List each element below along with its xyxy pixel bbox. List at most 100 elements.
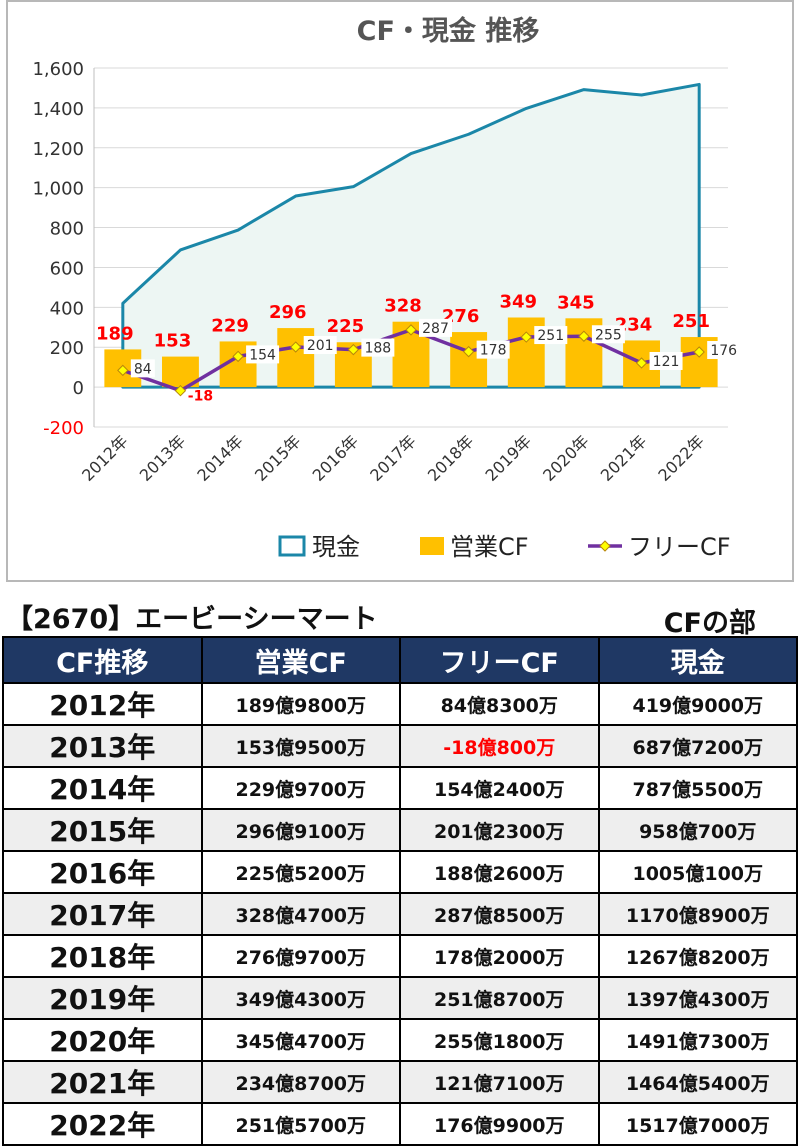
x-tick-label: 2012年 — [78, 431, 132, 485]
free-cf-label-box — [361, 338, 395, 357]
free-cf-marker — [347, 343, 360, 356]
chart-frame: CF・現金 推移 189 153 229 296 225 328 276 349 345 234 2… — [6, 0, 794, 582]
free-cf-label: 188 — [364, 341, 391, 357]
free-cf-marker — [520, 331, 532, 343]
cell-free-cf: 84億8300万 — [399, 682, 600, 726]
cell-year: 2018年 — [2, 934, 203, 978]
operating-cf-label: 189 — [96, 323, 134, 344]
cell-free-cf: 251億8700万 — [399, 976, 600, 1020]
x-tick-label: 2013年 — [136, 431, 190, 485]
legend-cash-label: 現金 — [312, 533, 360, 561]
free-cf-label-box — [649, 351, 683, 370]
y-tick-label: 600 — [50, 258, 84, 279]
cell-year: 2016年 — [2, 850, 203, 894]
operating-cf-label: 225 — [327, 316, 365, 337]
operating-cf-label: 153 — [154, 331, 192, 352]
legend-cash-swatch — [278, 535, 306, 557]
y-tick-label: 1,200 — [32, 139, 84, 160]
table-row: 2019年 349億4300万 251億8700万 1397億4300万 — [2, 976, 798, 1020]
free-cf-label: 178 — [480, 343, 507, 359]
y-tick-label: 200 — [50, 338, 84, 359]
x-tick-label: 2014年 — [193, 431, 247, 485]
cell-cash: 1267億8200万 — [597, 934, 798, 978]
free-cf-marker — [462, 345, 475, 358]
legend-free-cf-marker — [599, 540, 611, 552]
cell-free-cf: 154億2400万 — [399, 766, 600, 810]
free-cf-marker — [117, 364, 129, 377]
y-tick-label: 800 — [50, 219, 84, 240]
table-row: 2016年 225億5200万 188億2600万 1005億100万 — [2, 850, 798, 894]
cell-operating-cf: 349億4300万 — [200, 976, 401, 1020]
header-year: CF推移 — [2, 636, 203, 684]
x-tick-label: 2016年 — [309, 431, 363, 485]
cell-cash: 787億5500万 — [597, 766, 798, 810]
table-row: 2022年 251億5700万 176億9900万 1517億7000万 — [2, 1102, 798, 1146]
header-cash: 現金 — [597, 636, 798, 684]
free-cf-label-box — [591, 325, 625, 344]
operating-cf-bar — [450, 332, 488, 388]
free-cf-label: 176 — [710, 343, 737, 359]
free-cf-marker — [232, 350, 244, 363]
y-tick-label: 400 — [50, 298, 84, 319]
free-cf-marker — [578, 330, 590, 342]
cell-cash: 1491億7300万 — [597, 1018, 798, 1062]
cell-year: 2015年 — [2, 808, 203, 852]
free-cf-label: -18 — [188, 389, 213, 405]
cell-free-cf: 255億1800万 — [399, 1018, 600, 1062]
cell-year: 2021年 — [2, 1060, 203, 1104]
cf-table: CF推移 営業CF フリーCF 現金 2012年 189億9800万 84億8300… — [2, 636, 798, 1146]
free-cf-label: 255 — [595, 327, 622, 343]
cell-operating-cf: 234億8700万 — [200, 1060, 401, 1104]
table-row: 2017年 328億4700万 287億8500万 1170億8900万 — [2, 892, 798, 936]
company-ticker-title: 【2670】エービーシーマート — [6, 604, 378, 635]
x-tick-label: 2021年 — [597, 431, 651, 485]
operating-cf-label: 251 — [672, 311, 710, 332]
legend-free-cf-label: フリーCF — [628, 533, 731, 561]
x-tick-label: 2017年 — [366, 431, 420, 485]
table-body: 2012年 189億9800万 84億8300万 419億9000万 2013年 153億… — [2, 682, 798, 1146]
free-cf-label-box — [419, 318, 452, 337]
free-cf-label-box — [303, 336, 337, 355]
chart-title: CF・現金 推移 — [357, 15, 540, 47]
cell-free-cf: 176億9900万 — [399, 1102, 600, 1146]
cell-year: 2020年 — [2, 1018, 203, 1062]
free-cf-label: 251 — [537, 328, 564, 344]
cell-free-cf: -18億800万 — [399, 724, 600, 768]
free-cf-label-box — [476, 340, 510, 359]
cell-operating-cf: 229億9700万 — [200, 766, 401, 810]
cell-free-cf: 188億2600万 — [399, 850, 600, 894]
cell-cash: 958億700万 — [597, 808, 798, 852]
cell-cash: 1517億7000万 — [597, 1102, 798, 1146]
cell-cash: 1005億100万 — [597, 850, 798, 894]
x-tick-label: 2015年 — [251, 431, 305, 485]
table-row: 2012年 189億9800万 84億8300万 419億9000万 — [2, 682, 798, 726]
cell-cash: 1397億4300万 — [597, 976, 798, 1020]
y-tick-label: 1,600 — [32, 59, 84, 80]
table-row: 2020年 345億4700万 255億1800万 1491億7300万 — [2, 1018, 798, 1062]
cell-operating-cf: 225億5200万 — [200, 850, 401, 894]
operating-cf-label: 349 — [499, 292, 537, 313]
table-row: 2018年 276億9700万 178億2000万 1267億8200万 — [2, 934, 798, 978]
operating-cf-label: 229 — [211, 315, 249, 336]
table-row: 2015年 296億9100万 201億2300万 958億700万 — [2, 808, 798, 852]
free-cf-label-box — [534, 326, 568, 345]
x-tick-label: 2019年 — [482, 431, 536, 485]
free-cf-label: 154 — [249, 347, 276, 363]
cell-free-cf: 287億8500万 — [399, 892, 600, 936]
free-cf-label: 287 — [422, 321, 449, 337]
cell-cash: 1464億5400万 — [597, 1060, 798, 1104]
operating-cf-label: 345 — [557, 292, 595, 313]
free-cf-marker — [635, 357, 648, 369]
x-tick-label: 2018年 — [424, 431, 478, 485]
operating-cf-label: 328 — [384, 296, 422, 317]
legend-operating-cf-swatch — [420, 537, 444, 555]
operating-cf-label: 296 — [269, 302, 307, 323]
cell-cash: 1170億8900万 — [597, 892, 798, 936]
cell-operating-cf: 251億5700万 — [200, 1102, 401, 1146]
cell-cash: 419億9000万 — [597, 682, 798, 726]
free-cf-marker — [290, 341, 302, 353]
free-cf-label-box — [130, 359, 155, 378]
cell-operating-cf: 296億9100万 — [200, 808, 401, 852]
cell-year: 2019年 — [2, 976, 203, 1020]
